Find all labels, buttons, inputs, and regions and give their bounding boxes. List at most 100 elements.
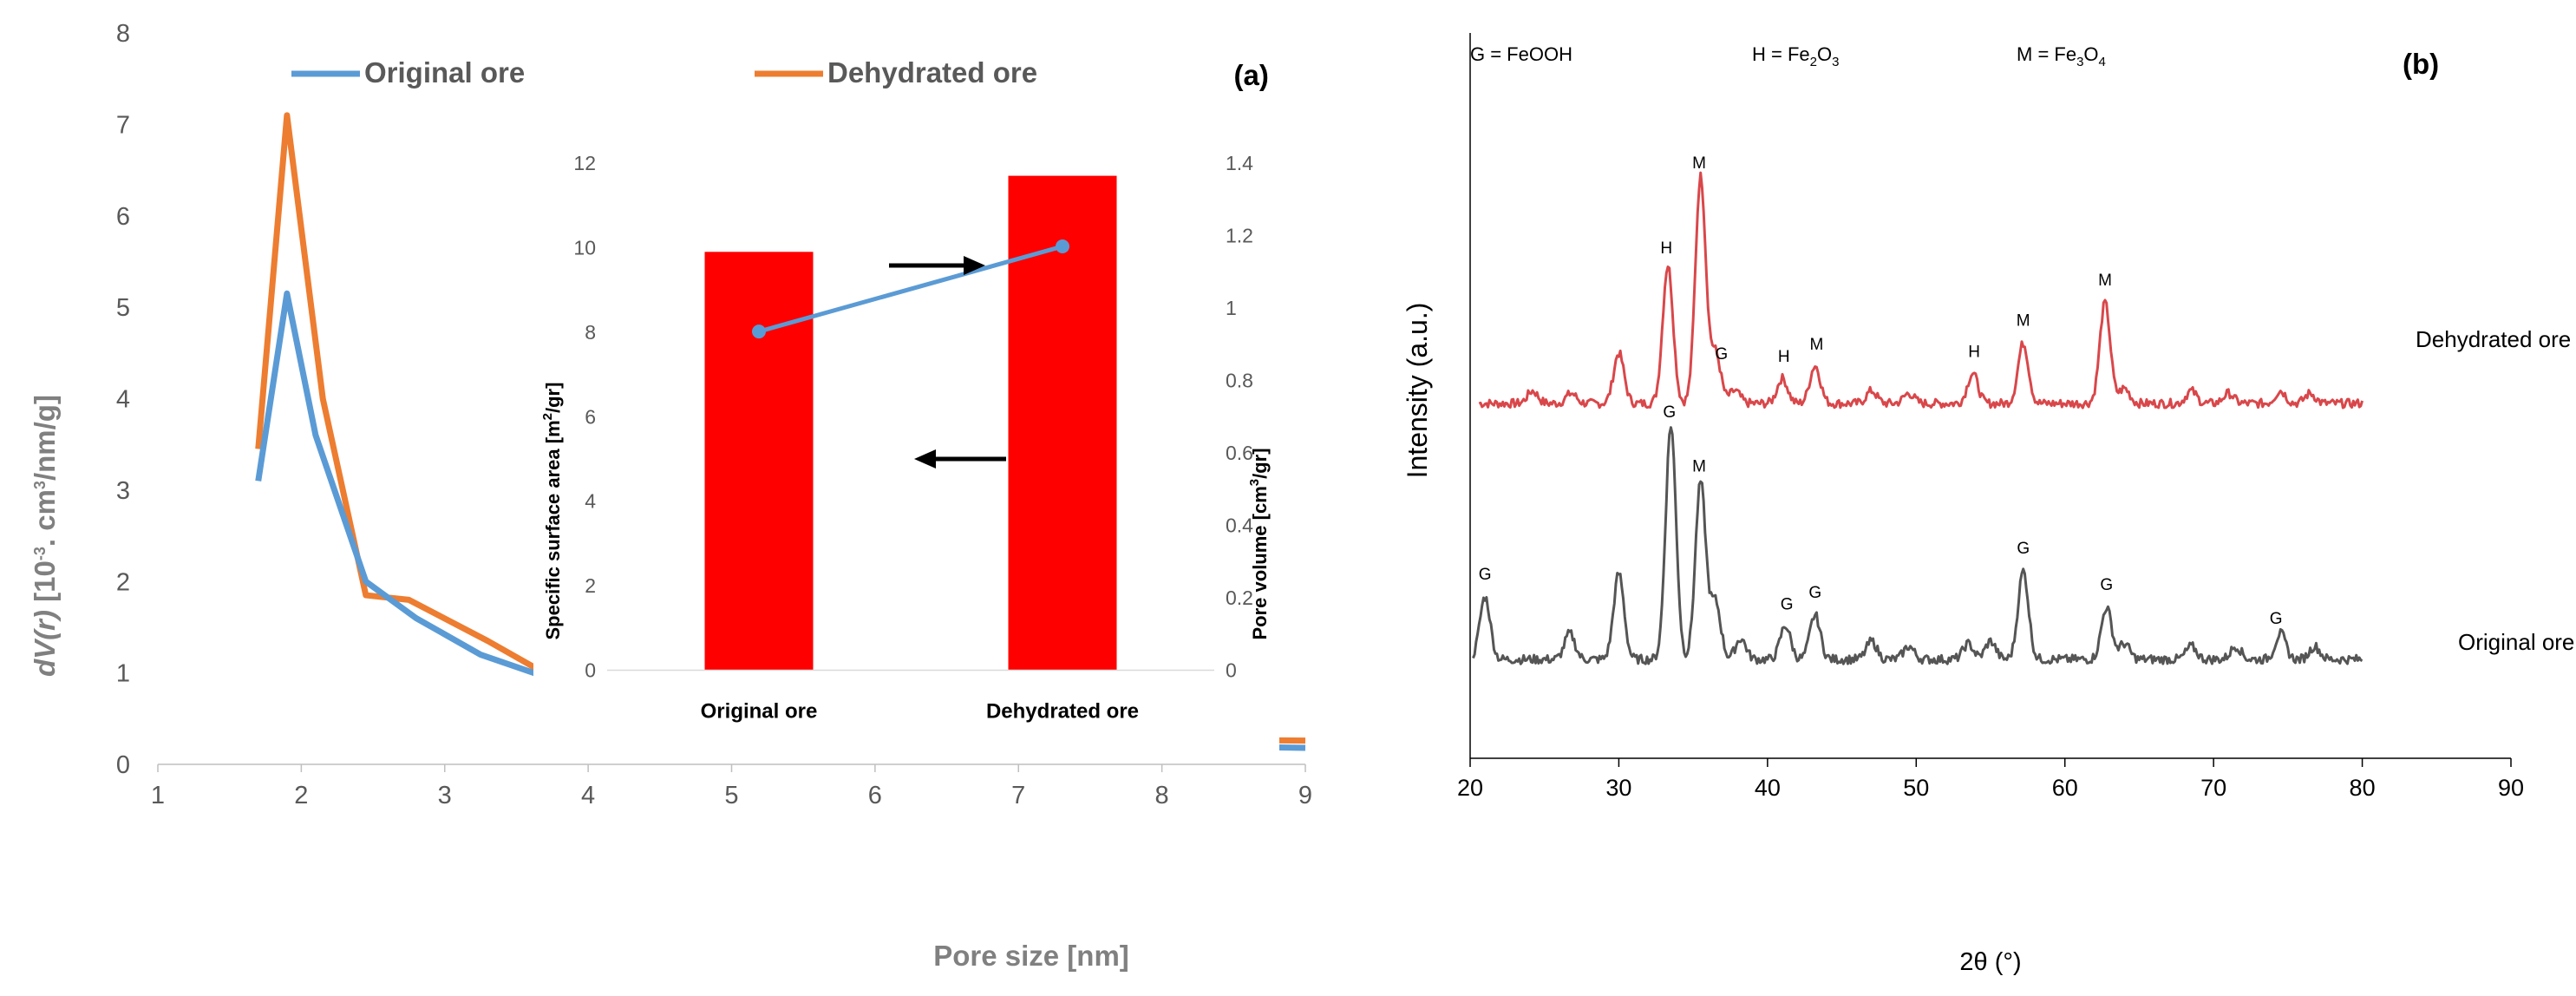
xrd-peak-label: G [1781,596,1794,614]
series-label-dehydrated-ore: Dehydrated ore [2416,326,2571,352]
panel-a-x-tick-label: 4 [581,782,595,809]
panel-a-y-label-italic: dV(r) [29,610,61,677]
inset-pore-volume-point [752,324,766,339]
legend-label-dehydrated-ore: Dehydrated ore [827,56,1037,88]
panel-b-x-label: 2θ (°) [1959,948,2021,976]
inset-y-label-pre: Specific surface area [m [542,420,564,639]
inset-y2-label-post: /gr] [1249,448,1271,478]
panel-b-x-tick-label: 70 [2200,775,2226,801]
panel-a-x-tick-label: 3 [438,782,452,809]
xrd-peak-label: H [1660,239,1672,258]
inset-y2-tick-label: 0.6 [1226,442,1253,464]
inset-y2-label: Pore volume [cm3/gr] [1247,448,1271,639]
legend-formula-subscript: 3 [1832,55,1839,69]
inset-background [533,130,1279,750]
panel-b-x-tick-label: 30 [1605,775,1631,801]
panel-b-x-tick-label: 20 [1457,775,1483,801]
panel-b-x-tick-label: 80 [2350,775,2376,801]
panel-a-legend: Original ore Dehydrated ore [291,56,1037,88]
xrd-peak-label: G [2270,610,2283,628]
panel-a-x-tick-label: 5 [724,782,738,809]
panel-a-x-tick-label: 7 [1011,782,1025,809]
panel-a-y-tick-label: 8 [116,20,130,48]
panel-a-x-tick-label: 2 [294,782,308,809]
panel-a-y-tick-label: 3 [116,477,130,505]
inset-arrow-right [889,256,985,275]
panel-b-legend-formula: M = Fe3O4 [2017,43,2106,69]
inset-y2-label-sup: 3 [1247,479,1262,486]
panel-a-y-tick-label: 1 [116,660,130,688]
legend-formula-main: M = Fe [2017,43,2076,65]
xrd-peak-label: M [1692,458,1706,476]
inset-bar-original-ore [704,252,814,671]
inset-y2-tick-label: 0.8 [1226,370,1253,392]
panel-b-y-label: Intensity (a.u.) [1402,303,1433,479]
inset-y2-tick-label: 1.2 [1226,225,1253,247]
xrd-peak-label: M [1810,336,1824,354]
legend-formula-main: G = FeOOH [1470,43,1572,65]
legend-formula-main: O [1817,43,1832,65]
panel-a-panel-label: (a) [1234,59,1269,91]
legend-formula-subscript: 4 [2099,55,2106,69]
legend-formula-main: O [2083,43,2098,65]
panel-b-legend-formula: H = Fe2O3 [1752,43,1839,69]
inset-y2-tick-label: 1.4 [1226,152,1253,174]
xrd-peak-label: G [1808,584,1821,602]
panel-b-legend: G = FeOOH H = Fe2O3 M = Fe3O4 [1470,43,2106,69]
inset-y-tick-label: 8 [585,321,596,344]
inset-y-label: Specific surface area [m2/gr] [540,383,564,640]
xrd-peak-label: G [1663,403,1676,422]
panel-a-inset-chart: 0 2 4 6 8 10 12 0 0.2 0.4 0.6 0.8 1 1.2 1.4 Original or… [533,130,1279,750]
xrd-peak-label: G [1479,566,1492,584]
panel-a-y-tick-label: 6 [116,203,130,231]
xrd-line-dehydrated-ore [1478,171,2364,410]
panel-a-y-label: dV(r) [10-3. cm3/nm/g] [29,395,61,677]
inset-category-label: Original ore [701,700,818,724]
inset-arrow-right-head [964,256,985,275]
inset-y2-tick-label: 1 [1226,297,1237,319]
inset-y-label-sup: 2 [540,413,555,420]
xrd-peak-label: G [2017,540,2030,558]
panel-b-legend-formula: G = FeOOH [1470,43,1572,65]
inset-y-tick-label: 2 [585,574,596,597]
panel-b-x-tick-label: 90 [2498,775,2524,801]
panel-a-x-tick-label: 6 [868,782,882,809]
panel-a-y-label-rest: [10 [29,560,61,610]
inset-pore-volume-line [758,244,1063,334]
panel-a-y-tick-label: 5 [116,294,130,322]
panel-a-x-tick-label: 1 [151,782,165,809]
panel-a-x-label: Pore size [nm] [933,940,1129,972]
panel-a-y-tick-label: 4 [116,386,130,414]
inset-y-tick-label: 6 [585,405,596,428]
inset-y2-tick-label: 0.4 [1226,514,1253,537]
inset-arrow-left [914,449,1006,469]
xrd-peak-label: M [2098,272,2112,290]
legend-formula-subscript: 3 [2076,55,2083,69]
xrd-peak-label: M [1692,154,1706,173]
xrd-peak-label: H [1968,344,1980,362]
panel-b-x-tick-label: 60 [2052,775,2078,801]
panel-b-panel-label: (b) [2403,48,2439,80]
panel-a-y-tick-label: 0 [116,751,130,779]
inset-y2-tick-label: 0 [1226,659,1237,682]
xrd-peak-label: M [2017,311,2030,330]
panel-a-y-label-sup1: -3 [31,547,49,560]
inset-y-label-post: /gr] [542,383,564,413]
legend-label-original-ore: Original ore [364,56,525,88]
legend-formula-subscript: 2 [1810,55,1817,69]
panel-a-x-tick-label: 8 [1155,782,1169,809]
inset-y-tick-label: 12 [573,152,596,174]
inset-y-tick-label: 4 [585,490,596,513]
panel-a-x-tick-label: 9 [1298,782,1312,809]
panel-a-y-tick-label: 7 [116,111,130,139]
inset-pore-volume-point [1056,239,1069,254]
panel-a-y-label-end: /nm/g] [29,395,61,481]
xrd-peak-label: H [1778,348,1790,366]
inset-y-tick-label: 10 [573,236,596,259]
panel-a-y-label-sup2: 3 [31,481,49,489]
legend-formula-main: H = Fe [1752,43,1810,65]
series-label-original-ore: Original ore [2458,629,2574,655]
inset-y2-tick-label: 0.2 [1226,586,1253,609]
